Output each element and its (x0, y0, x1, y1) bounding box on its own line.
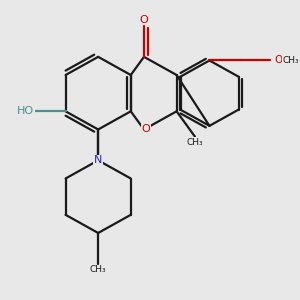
Text: CH₃: CH₃ (283, 56, 299, 65)
Text: CH₃: CH₃ (90, 265, 106, 274)
Text: CH₃: CH₃ (187, 138, 203, 147)
Text: N: N (94, 155, 102, 165)
Text: HO: HO (17, 106, 34, 116)
Text: O: O (141, 124, 150, 134)
Text: O: O (140, 15, 148, 25)
Text: O: O (275, 56, 283, 65)
